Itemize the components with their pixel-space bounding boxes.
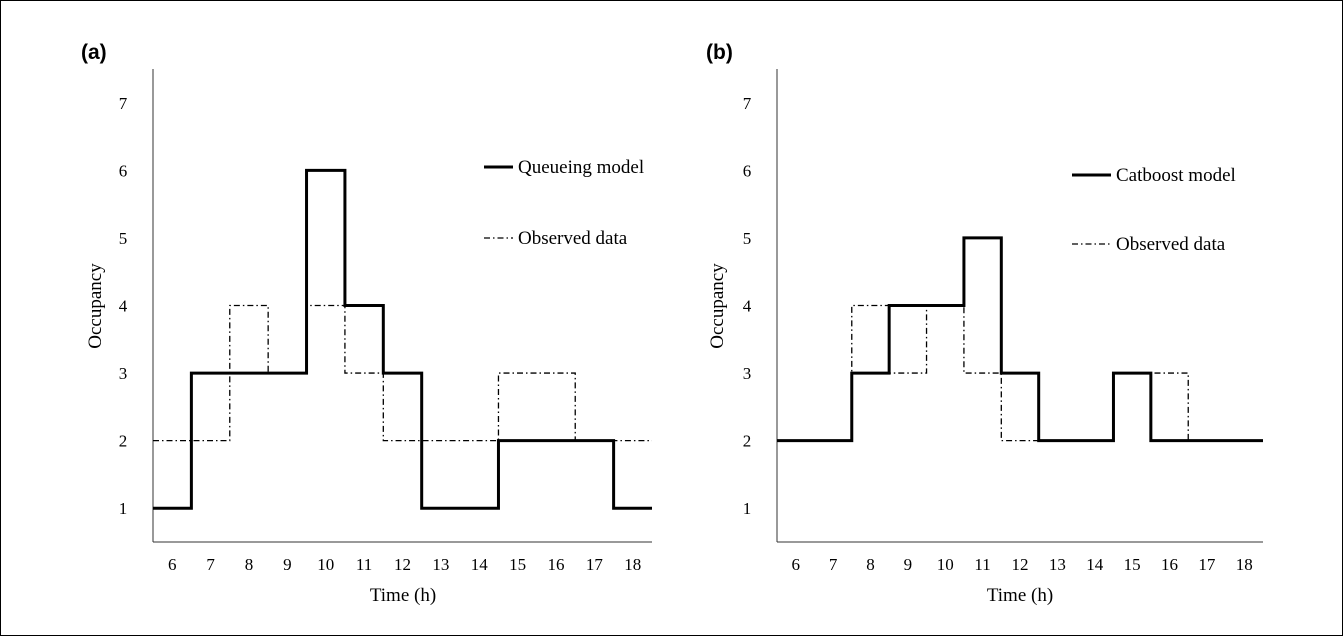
x-tick-label: 8 <box>866 555 875 574</box>
x-tick-label: 16 <box>1161 555 1178 574</box>
x-tick-label: 6 <box>168 555 177 574</box>
x-tick-label: 15 <box>509 555 526 574</box>
x-tick-label: 15 <box>1124 555 1141 574</box>
x-tick-label: 18 <box>1236 555 1253 574</box>
y-tick-label: 5 <box>119 229 128 248</box>
legend-label: Observed data <box>1116 234 1226 255</box>
legend-label: Catboost model <box>1116 165 1236 186</box>
y-tick-label: 5 <box>743 229 752 248</box>
y-tick-label: 7 <box>119 94 128 113</box>
x-tick-label: 16 <box>548 555 565 574</box>
x-tick-label: 11 <box>356 555 372 574</box>
x-tick-label: 9 <box>904 555 913 574</box>
legend-label: Observed data <box>518 228 628 249</box>
y-tick-label: 3 <box>119 364 128 383</box>
y-axis-label: Occupancy <box>85 263 106 349</box>
y-tick-label: 2 <box>743 432 752 451</box>
x-tick-label: 10 <box>937 555 954 574</box>
x-tick-label: 14 <box>1086 555 1104 574</box>
series-line-model <box>777 236 1263 443</box>
y-tick-label: 1 <box>743 499 752 518</box>
y-tick-label: 7 <box>743 94 752 113</box>
y-tick-label: 2 <box>119 432 128 451</box>
legend-label: Queueing model <box>518 157 644 178</box>
y-tick-label: 3 <box>743 364 752 383</box>
x-tick-label: 6 <box>791 555 800 574</box>
y-tick-label: 6 <box>119 161 128 180</box>
x-tick-label: 8 <box>245 555 254 574</box>
y-tick-label: 4 <box>119 297 128 316</box>
x-tick-label: 17 <box>1198 555 1216 574</box>
x-tick-label: 18 <box>624 555 641 574</box>
x-tick-label: 12 <box>1012 555 1029 574</box>
x-tick-label: 13 <box>432 555 449 574</box>
x-tick-label: 14 <box>471 555 489 574</box>
x-axis-label: Time (h) <box>370 585 436 606</box>
x-tick-label: 13 <box>1049 555 1066 574</box>
x-tick-label: 11 <box>974 555 990 574</box>
y-tick-label: 4 <box>743 297 752 316</box>
x-tick-label: 7 <box>206 555 215 574</box>
panel-label: (b) <box>706 41 733 64</box>
x-axis-label: Time (h) <box>987 585 1053 606</box>
panel-label: (a) <box>81 41 107 64</box>
x-tick-label: 10 <box>317 555 334 574</box>
x-tick-label: 17 <box>586 555 604 574</box>
x-tick-label: 9 <box>283 555 292 574</box>
y-tick-label: 6 <box>743 161 752 180</box>
x-tick-label: 12 <box>394 555 411 574</box>
series-line-model <box>153 168 652 510</box>
x-tick-label: 7 <box>829 555 838 574</box>
y-axis-label: Occupancy <box>707 263 728 349</box>
y-tick-label: 1 <box>119 499 128 518</box>
